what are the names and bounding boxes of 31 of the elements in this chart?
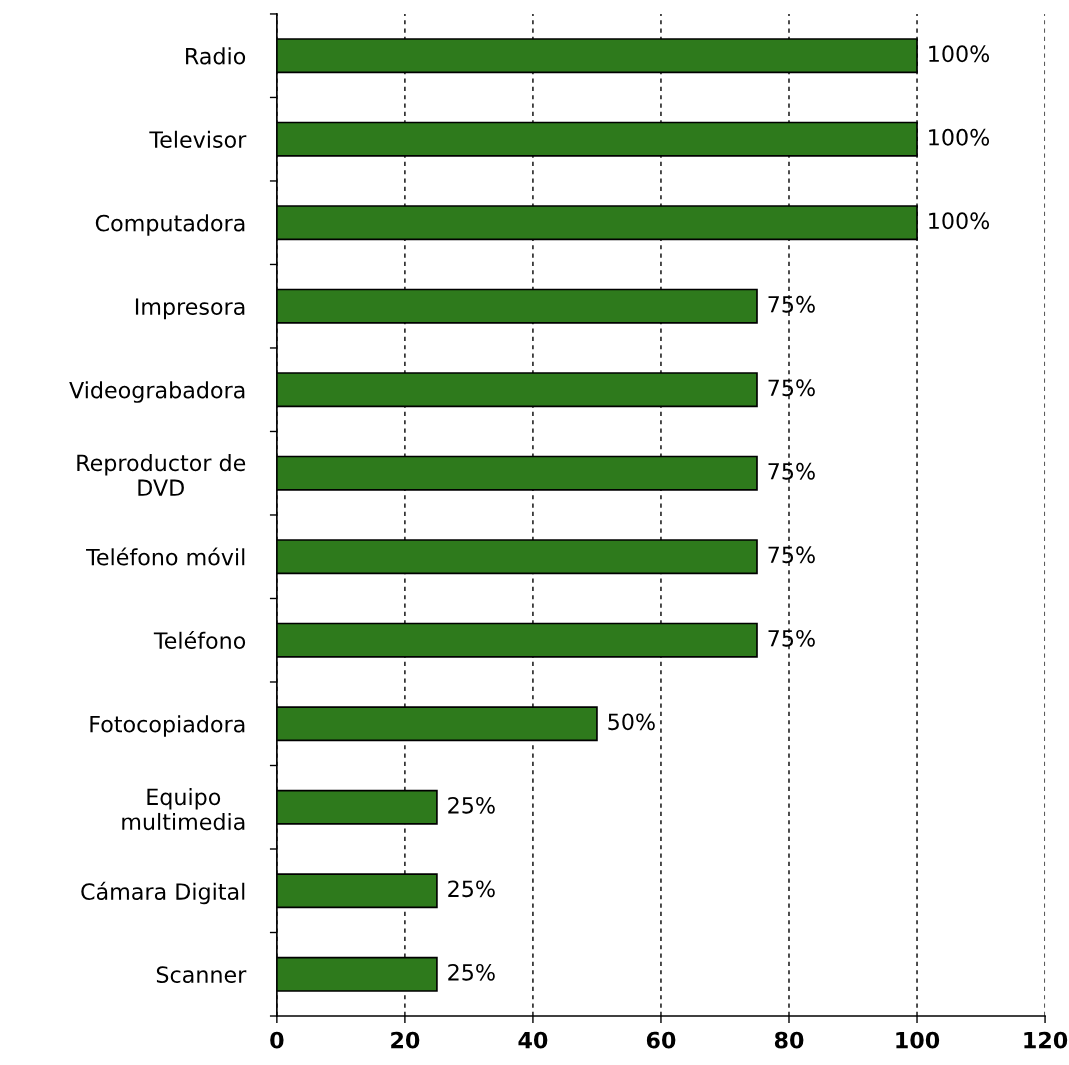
data-label: 100% [929, 212, 990, 230]
data-label: 100% [929, 128, 990, 146]
y-tick-label: Scanner [156, 966, 247, 984]
y-tick-label: Cámara Digital [81, 881, 245, 905]
data-label: 25% [448, 796, 495, 814]
y-tick-label: Impresora [135, 298, 245, 320]
data-label: 50% [608, 713, 655, 731]
y-tick-label: Teléfono [153, 630, 246, 649]
y-tick-label: Computadora [95, 214, 245, 236]
data-label: 25% [448, 880, 495, 898]
y-tick-label: Teléfono móvil [86, 547, 245, 566]
data-label: 75% [768, 629, 815, 647]
data-label: 25% [448, 963, 495, 981]
y-tick-label: Televisor [149, 130, 247, 148]
x-tick-label: 20 [391, 1031, 420, 1049]
data-label: 75% [768, 546, 815, 564]
x-tick-label: 80 [774, 1031, 804, 1049]
y-tick-label: Videograbadora [69, 381, 245, 403]
y-tick-label: Equipo multimedia [122, 788, 245, 831]
data-label: 75% [768, 379, 815, 397]
y-tick-label: Fotocopiadora [90, 715, 245, 737]
data-label: 75% [768, 295, 815, 313]
x-tick-label: 40 [518, 1031, 548, 1049]
y-tick-label: Reproductor de DVD [77, 454, 246, 496]
data-label: 75% [768, 462, 815, 480]
y-tick-label: Radio [186, 47, 246, 65]
x-tick-label: 120 [1024, 1031, 1068, 1049]
x-tick-label: 100 [896, 1031, 940, 1049]
x-tick-label: 0 [270, 1031, 284, 1049]
x-tick-label: 60 [646, 1031, 676, 1049]
data-label: 100% [929, 45, 990, 63]
